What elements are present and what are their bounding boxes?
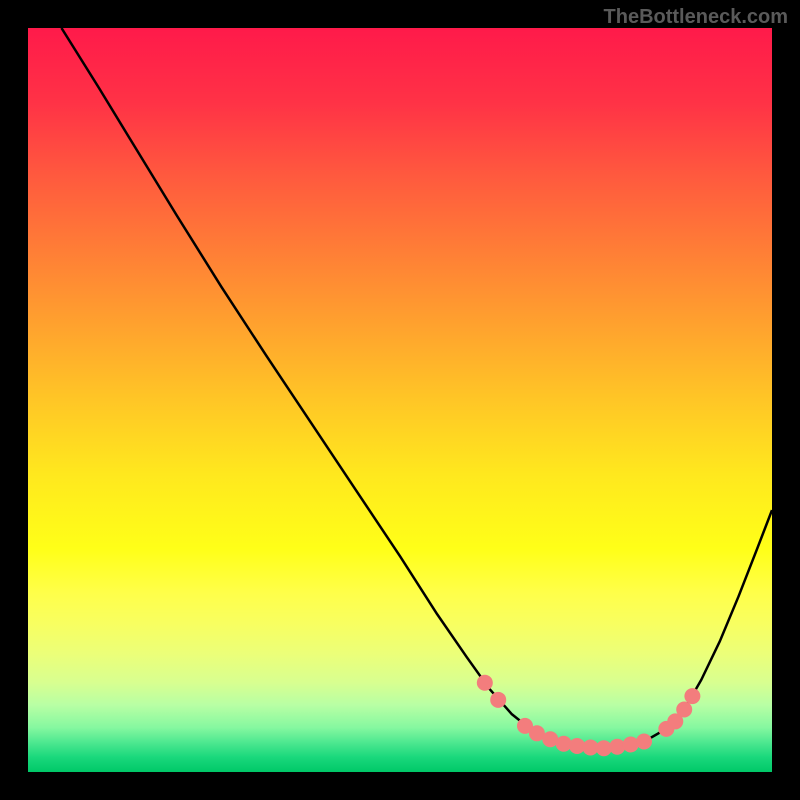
watermark-text: TheBottleneck.com <box>604 6 788 29</box>
chart-svg <box>28 28 772 772</box>
data-marker <box>636 734 652 750</box>
chart-container: TheBottleneck.com <box>0 0 800 800</box>
data-marker <box>477 675 493 691</box>
data-marker <box>556 736 572 752</box>
data-marker <box>684 688 700 704</box>
data-marker <box>623 736 639 752</box>
data-marker <box>490 692 506 708</box>
data-marker <box>676 702 692 718</box>
plot-area <box>28 28 772 772</box>
gradient-background <box>28 28 772 772</box>
data-marker <box>609 739 625 755</box>
